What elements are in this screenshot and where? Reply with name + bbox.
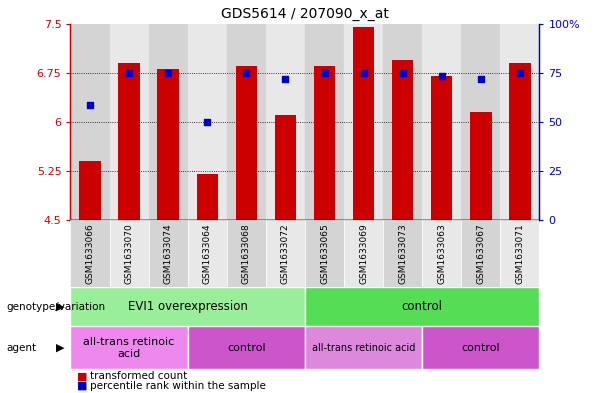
Bar xyxy=(392,60,413,220)
Bar xyxy=(266,24,305,220)
Point xyxy=(202,119,212,125)
Text: GSM1633073: GSM1633073 xyxy=(398,223,407,284)
Bar xyxy=(70,326,188,369)
Bar xyxy=(188,220,227,287)
Text: GSM1633066: GSM1633066 xyxy=(86,223,94,284)
Bar xyxy=(149,220,188,287)
Bar xyxy=(197,174,218,220)
Text: GSM1633072: GSM1633072 xyxy=(281,223,290,284)
Point xyxy=(398,70,408,76)
Text: EVI1 overexpression: EVI1 overexpression xyxy=(128,300,248,313)
Bar xyxy=(344,24,383,220)
Text: control: control xyxy=(402,300,443,313)
Point xyxy=(163,70,173,76)
Bar xyxy=(462,24,500,220)
Text: all-trans retinoic
acid: all-trans retinoic acid xyxy=(83,337,175,358)
Bar xyxy=(110,24,149,220)
Text: agent: agent xyxy=(6,343,36,353)
Point xyxy=(359,70,368,76)
Point xyxy=(319,70,329,76)
Bar xyxy=(305,287,539,326)
Bar xyxy=(266,220,305,287)
Point xyxy=(437,73,447,79)
Text: GSM1633067: GSM1633067 xyxy=(476,223,485,284)
Bar xyxy=(235,66,257,220)
Bar xyxy=(344,220,383,287)
Point xyxy=(124,70,134,76)
Text: GSM1633065: GSM1633065 xyxy=(320,223,329,284)
Point xyxy=(476,76,485,83)
Bar xyxy=(70,287,305,326)
Text: genotype/variation: genotype/variation xyxy=(6,301,105,312)
Bar xyxy=(188,326,305,369)
Bar xyxy=(462,220,500,287)
Bar xyxy=(118,63,140,220)
Text: ■: ■ xyxy=(77,371,87,381)
Bar xyxy=(422,220,462,287)
Bar xyxy=(305,326,422,369)
Bar xyxy=(149,24,188,220)
Bar xyxy=(431,76,452,220)
Text: percentile rank within the sample: percentile rank within the sample xyxy=(90,381,266,391)
Bar xyxy=(158,70,179,220)
Text: control: control xyxy=(227,343,265,353)
Text: GSM1633068: GSM1633068 xyxy=(242,223,251,284)
Bar xyxy=(500,24,539,220)
Text: GSM1633074: GSM1633074 xyxy=(164,223,173,284)
Bar xyxy=(422,326,539,369)
Title: GDS5614 / 207090_x_at: GDS5614 / 207090_x_at xyxy=(221,7,389,21)
Text: ▶: ▶ xyxy=(56,343,64,353)
Bar xyxy=(383,220,422,287)
Bar xyxy=(470,112,492,220)
Bar xyxy=(500,220,539,287)
Text: control: control xyxy=(462,343,500,353)
Text: GSM1633069: GSM1633069 xyxy=(359,223,368,284)
Bar xyxy=(314,66,335,220)
Bar xyxy=(422,24,462,220)
Bar xyxy=(353,27,375,220)
Point xyxy=(242,70,251,76)
Bar xyxy=(305,24,344,220)
Point xyxy=(281,76,291,83)
Text: ■: ■ xyxy=(77,381,87,391)
Bar xyxy=(275,115,296,220)
Bar xyxy=(509,63,531,220)
Bar xyxy=(227,220,266,287)
Text: GSM1633064: GSM1633064 xyxy=(203,223,211,284)
Text: transformed count: transformed count xyxy=(90,371,188,381)
Text: GSM1633070: GSM1633070 xyxy=(124,223,134,284)
Point xyxy=(85,102,95,108)
Point xyxy=(515,70,525,76)
Text: all-trans retinoic acid: all-trans retinoic acid xyxy=(312,343,415,353)
Bar xyxy=(188,24,227,220)
Text: GSM1633071: GSM1633071 xyxy=(516,223,524,284)
Bar xyxy=(70,220,110,287)
Bar xyxy=(227,24,266,220)
Bar xyxy=(305,220,344,287)
Bar xyxy=(70,24,110,220)
Bar xyxy=(383,24,422,220)
Text: GSM1633063: GSM1633063 xyxy=(437,223,446,284)
Bar xyxy=(110,220,149,287)
Bar xyxy=(79,161,101,220)
Text: ▶: ▶ xyxy=(56,301,64,312)
